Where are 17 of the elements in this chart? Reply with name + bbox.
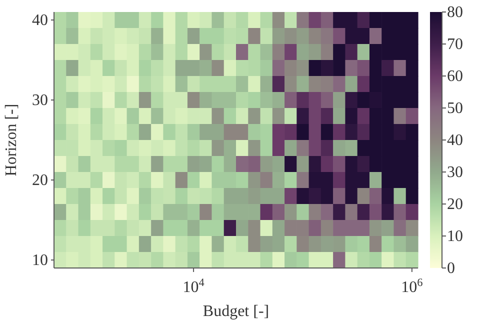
y-tick-label: 40	[32, 12, 48, 29]
color-bar-label: 20	[447, 196, 463, 213]
color-bar-label: 70	[447, 36, 463, 53]
color-bar-label: 50	[447, 100, 463, 117]
color-bar-label: 0	[447, 260, 455, 277]
y-tick-label: 20	[32, 172, 48, 189]
y-axis-title: Horizon [-]	[3, 104, 20, 176]
x-tick-label: 10$^{6}$	[401, 277, 424, 296]
y-tick-label: 10	[32, 252, 48, 269]
color-bar-label: 30	[447, 164, 463, 181]
x-tick-label: 10$^{4}$	[182, 277, 205, 296]
color-bar-label: 40	[447, 132, 463, 149]
color-bar-label: 10	[447, 228, 463, 245]
color-bar-label: 60	[447, 68, 463, 85]
y-tick-label: 30	[32, 92, 48, 109]
color-bar-label: 80	[447, 4, 463, 21]
x-axis-title: Budget [-]	[202, 303, 270, 320]
